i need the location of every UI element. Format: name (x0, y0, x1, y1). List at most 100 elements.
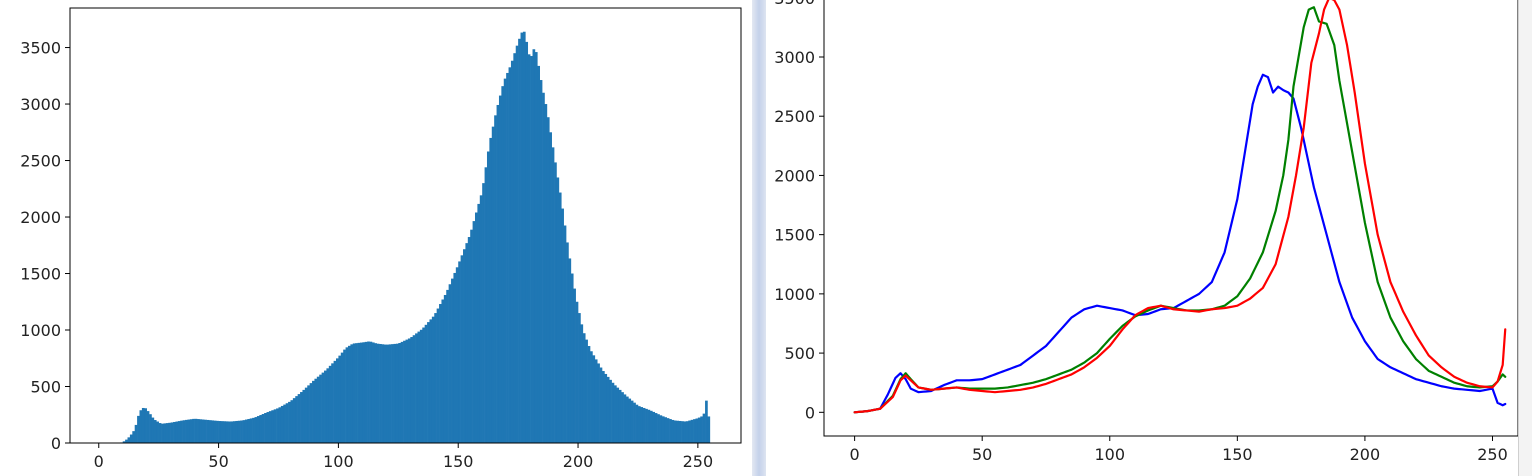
series-line-3 (853, 0, 1507, 414)
histogram-bar (331, 363, 334, 443)
histogram-bar (664, 417, 668, 443)
histogram-bar (165, 423, 169, 443)
histogram-bar (208, 420, 212, 443)
histogram-bar (575, 301, 579, 443)
histogram-bar (218, 421, 222, 443)
histogram-bar (371, 342, 375, 443)
histogram-bar (316, 376, 320, 443)
histogram-bar (367, 341, 370, 443)
histogram-bar (623, 394, 627, 443)
right-x-tick-label: 250 (1477, 445, 1508, 464)
left-x-tick-label: 50 (208, 452, 228, 471)
histogram-bar (220, 421, 224, 443)
histogram-bar (647, 409, 651, 443)
histogram-bar (256, 416, 260, 443)
histogram-bar (599, 367, 603, 443)
histogram-bar (678, 420, 682, 443)
histogram-bar (230, 421, 234, 443)
histogram-bar (261, 414, 265, 443)
right-rgb-histogram-panel: 0501001502002500500100015002000250030003… (766, 0, 1518, 476)
histogram-bar (197, 419, 200, 443)
histogram-bar (300, 392, 303, 443)
histogram-bar (355, 343, 358, 443)
histogram-bar (443, 294, 447, 443)
histogram-bar (453, 272, 457, 443)
right-y-tick-label: 3500 (774, 0, 815, 8)
histogram-bar (336, 358, 339, 443)
histogram-bar (566, 242, 569, 443)
histogram-bar (170, 422, 174, 443)
histogram-bar (278, 407, 282, 443)
histogram-bar (618, 389, 622, 443)
panel-divider (752, 0, 766, 476)
histogram-bar (429, 319, 433, 443)
histogram-bar (434, 313, 437, 443)
histogram-bar (345, 347, 349, 443)
histogram-bar (173, 421, 176, 443)
series-line-1 (853, 73, 1507, 414)
histogram-bar (266, 412, 270, 443)
histogram-bar (187, 419, 191, 443)
right-y-tick-label: 1000 (774, 285, 815, 304)
histogram-bar (688, 420, 691, 443)
histogram-bar (616, 387, 620, 443)
left-y-tick-label: 2500 (20, 152, 61, 171)
histogram-bar (527, 54, 531, 443)
left-axes-frame (69, 7, 742, 444)
histogram-bar (324, 370, 327, 443)
histogram-bar (149, 414, 152, 443)
histogram-bar (637, 406, 641, 443)
histogram-bar (697, 417, 701, 443)
histogram-bar (597, 363, 600, 443)
histogram-bar (307, 385, 310, 443)
histogram-bar (129, 434, 133, 443)
histogram-bar (141, 407, 145, 443)
histogram-bar (292, 398, 296, 443)
histogram-bar (268, 411, 272, 443)
histogram-bar (391, 344, 394, 443)
histogram-bar (439, 304, 442, 443)
histogram-bar (359, 342, 363, 443)
histogram-bar (338, 355, 342, 443)
histogram-bar (153, 420, 157, 443)
histogram-bar (446, 289, 449, 443)
left-y-tick-label: 0 (51, 434, 61, 453)
histogram-bar (216, 420, 219, 443)
histogram-bar (518, 38, 521, 443)
histogram-bar (681, 421, 684, 443)
histogram-bar (491, 126, 495, 444)
histogram-bar (127, 437, 131, 443)
histogram-bar (534, 52, 538, 443)
histogram-bar (580, 324, 584, 443)
histogram-bar (259, 415, 263, 443)
histogram-bar (587, 346, 591, 443)
histogram-bar (659, 415, 663, 443)
histogram-bar (640, 407, 644, 443)
histogram-bar (161, 423, 164, 443)
left-y-tick-label: 3500 (20, 39, 61, 58)
histogram-bar (633, 402, 636, 443)
histogram-bar (290, 400, 294, 443)
histogram-bar (448, 284, 452, 443)
histogram-bar (707, 416, 711, 443)
histogram-bar (702, 413, 706, 443)
histogram-bar (403, 340, 406, 443)
right-x-tick-label: 100 (1094, 445, 1125, 464)
histogram-bar (532, 49, 536, 443)
histogram-bar (498, 95, 502, 443)
histogram-bar (671, 419, 675, 443)
histogram-bar (146, 411, 150, 443)
histogram-bar (695, 418, 699, 443)
histogram-bar (369, 341, 373, 443)
histogram-bar (489, 137, 493, 443)
histogram-bar (271, 410, 274, 443)
histogram-bar (314, 378, 318, 443)
histogram-bar (273, 409, 277, 443)
histogram-bar (484, 167, 488, 443)
histogram-bar (628, 398, 632, 443)
histogram-bar (400, 341, 404, 443)
histogram-bar (410, 337, 413, 443)
histogram-bar (451, 278, 454, 443)
right-x-tick-label: 200 (1350, 445, 1381, 464)
histogram-bar (168, 422, 171, 443)
